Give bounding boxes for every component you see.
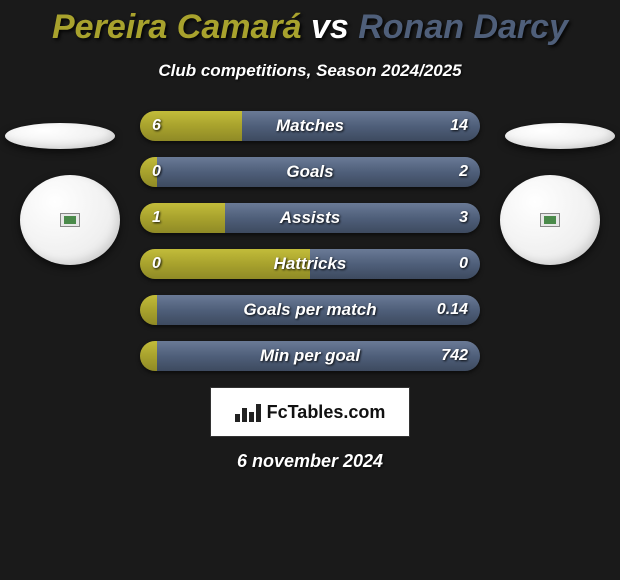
stat-bars: 614Matches 02Goals 13Assists 00Hattricks 0.1… [140, 111, 480, 371]
stat-bar-row: 13Assists [140, 203, 480, 233]
vs-text: vs [311, 8, 349, 46]
stat-bar-row: 742Min per goal [140, 341, 480, 371]
stat-label: Goals per match [140, 295, 480, 325]
stat-bar-row: 614Matches [140, 111, 480, 141]
player2-club-flag-icon [540, 213, 560, 227]
player1-club-oval [20, 175, 120, 265]
player2-name: Ronan Darcy [358, 8, 568, 46]
bar-chart-icon [235, 402, 261, 422]
player1-name: Pereira Camará [52, 8, 302, 46]
player2-club-oval [500, 175, 600, 265]
stat-label: Hattricks [140, 249, 480, 279]
date: 6 november 2024 [0, 451, 620, 472]
player2-nationality-oval [505, 123, 615, 149]
stat-label: Min per goal [140, 341, 480, 371]
player1-nationality-oval [5, 123, 115, 149]
comparison-card: Pereira Camará vs Ronan Darcy Club compe… [0, 0, 620, 580]
stat-bar-row: 0.14Goals per match [140, 295, 480, 325]
source-logo: FcTables.com [210, 387, 410, 437]
stat-label: Goals [140, 157, 480, 187]
player1-club-flag-icon [60, 213, 80, 227]
title: Pereira Camará vs Ronan Darcy [0, 0, 620, 47]
stat-bar-row: 00Hattricks [140, 249, 480, 279]
stat-bar-row: 02Goals [140, 157, 480, 187]
source-logo-text: FcTables.com [267, 402, 386, 423]
stat-label: Matches [140, 111, 480, 141]
stat-label: Assists [140, 203, 480, 233]
subtitle: Club competitions, Season 2024/2025 [0, 61, 620, 81]
